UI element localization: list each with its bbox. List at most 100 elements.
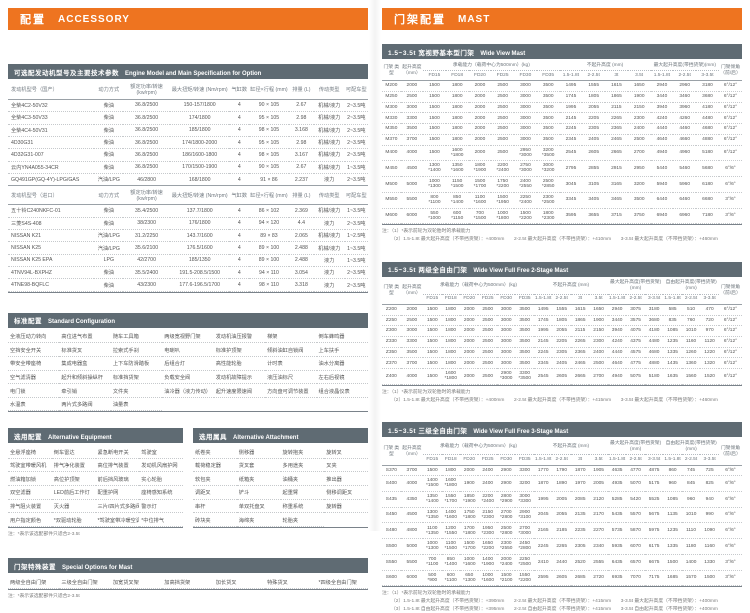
engine-cell: 2~3.5吨 xyxy=(344,111,368,125)
mast-cell: 1650 xyxy=(589,304,608,316)
alt-equipment-note: 注：*表示该选配部件只适合2-3.5t xyxy=(8,531,80,537)
mast-subcol-header: FD18 xyxy=(451,72,464,78)
engine-cell: 1~3.5吨 xyxy=(344,254,368,268)
mast-cell: 2345 xyxy=(533,357,553,370)
engine-cell: 3.167 xyxy=(288,148,314,162)
mast-cell: 2400 xyxy=(478,475,497,492)
mast-subcol-header: 3t xyxy=(578,456,583,462)
mast-cell: 2400 xyxy=(478,465,497,477)
engine-cell: 汽油/LPG xyxy=(94,229,124,243)
mast-cell: 1400 *1900 xyxy=(478,554,497,571)
standard-config-row: 空挡安全开关 标准货叉 拉索式手刹 电喇叭 标准护顶架 倾斜油缸自锁阀 上车扶手 xyxy=(8,342,368,357)
mast-cell: 1570 xyxy=(681,570,701,587)
mast-cell: 1745 xyxy=(559,91,583,103)
mast-cell: 1500 xyxy=(423,102,446,114)
alt-attachment-row: 载荷稳定器 货叉套 多用途夹 叉夹 xyxy=(193,458,368,473)
config-item: 座椅感知系统 xyxy=(139,485,183,500)
engine-cell: GQ491GP(GQ-4Y)-LPG/GAS xyxy=(8,173,95,187)
config-item: 油桶夹 xyxy=(280,471,325,487)
engine-cell: 机械/液力 xyxy=(313,99,345,113)
mast-cell: 5000 xyxy=(400,176,424,193)
mast-cell: 5570 xyxy=(626,507,645,524)
config-item: 货叉套 xyxy=(236,458,281,473)
mast-cell: 2055 xyxy=(552,507,571,524)
mast-cell: 1555 xyxy=(552,304,571,316)
mast-table-title: 1.5~3.5t 两级全自由门架 Wide View Full Free 2-St… xyxy=(382,261,742,279)
config-item: 上下车防滑踏板 xyxy=(110,356,163,371)
mast-cell: 1085 xyxy=(663,325,682,338)
engine-row: 全柴4C4-50V31 柴油 36.8/2500 185/1800 4 98 × 105 3… xyxy=(8,124,368,137)
engine-cell: 2.237 xyxy=(288,173,314,187)
mast-cell: 2150 xyxy=(627,102,651,114)
engine-cell: 4 xyxy=(229,111,250,125)
mast-subcol-header: 3.5t xyxy=(594,456,603,462)
mast-cell: 6°/6° xyxy=(718,475,742,492)
mast-cell: 6960 xyxy=(673,208,697,225)
config-item: 负载安全阀 xyxy=(162,370,214,385)
mast-col-header: 门架 类型 xyxy=(383,285,400,297)
mast-cell: 3075 xyxy=(626,304,645,316)
mast-cell: 3750 xyxy=(627,208,651,225)
engine-cell: 汽油/LPG xyxy=(94,173,124,187)
mast-note-line: 注：（1）*表示前轮为双轮胎时的承载能力 xyxy=(382,591,471,597)
mast-cell: 2500 xyxy=(589,357,608,370)
mast-cell: S450 xyxy=(382,507,401,524)
engine-row: 全柴4C2-50V32 柴油 36.8/2500 150-157/1800 4 90 × … xyxy=(8,99,368,113)
mast-cell: 720 xyxy=(700,315,719,327)
engine-col-header: 动力方式 xyxy=(94,81,124,100)
config-item: 两片式多路阀 xyxy=(59,397,111,412)
mast-col-header: 门架倾角 （前/后） xyxy=(720,445,741,457)
config-item: *中位排气 xyxy=(139,512,183,527)
engine-row: 云内YN4A055-34CR 柴油 36.8/2500 170/1500-1900 4 9… xyxy=(8,161,368,175)
mast-cell: 6°/12° xyxy=(718,80,742,93)
config-item: 发动机油压报警 xyxy=(213,329,266,344)
mast-cell: 1160 xyxy=(700,538,719,555)
mast-cell: 1500 xyxy=(423,112,446,125)
mast-cell: 3000 xyxy=(400,325,424,338)
engine-cell: 90 × 105 xyxy=(249,99,289,113)
mast-cell: 6680 xyxy=(696,192,719,209)
engine-col-header: 气缸数 xyxy=(229,81,250,100)
config-item: 上车扶手 xyxy=(316,342,368,357)
mast-cell: 1800 xyxy=(445,123,469,135)
mast-group-header: 承载能力（载荷中心为500mm）(kg) xyxy=(423,278,534,295)
mast-cell: 5680 xyxy=(696,160,719,178)
engine-cell: 4D32G31-007 xyxy=(8,148,95,162)
mast-note-line: （2）1.5-1.8t 最大起升高度（不带挡货架）：+400mm 2-2.5t … xyxy=(391,236,718,242)
mast-cell: 2700 xyxy=(589,368,608,385)
alt-attachment-row: 砖块夹 海绵夹 轮胎夹 xyxy=(193,512,368,527)
engine-cell: 机械/液力 xyxy=(313,124,345,137)
mast-cell: 1800 xyxy=(445,102,469,114)
mast-cell: 5940 xyxy=(650,176,674,193)
mast-cell: 4500 xyxy=(400,507,424,524)
mast-cell: 1495 xyxy=(533,304,553,316)
mast-group-header: 最大起升高度(带挡货架)(mm) xyxy=(607,439,664,456)
mast-cell: 6440 xyxy=(650,192,674,209)
engine-cell: 2.065 xyxy=(288,229,314,243)
mast-cell: 990 xyxy=(700,507,719,524)
mast-cell: 1000 *1800 xyxy=(491,208,515,225)
mast-cell: 3655 xyxy=(582,208,606,225)
config-item: 油量表 xyxy=(110,397,163,412)
standard-config-row: 电门锁 牵引销 文件夹 油冷器（液力传动） 起升速度限速阀 方向盘可调节装置 组合液晶仪表 xyxy=(8,383,368,398)
mast-subcol-header: 1.5-1.8t xyxy=(608,296,626,302)
engine-cell: 柴油 xyxy=(94,266,124,280)
mast-cell: 4660 xyxy=(673,134,697,146)
engine-row: NISSAN K25 汽油/LPG 35.6/2100 176.5/1600 4 89 ×… xyxy=(8,241,368,255)
engine-cell: 174/1800-2000 xyxy=(169,136,230,150)
standard-config-row: 水温表 两片式多路阀 油量表 xyxy=(8,397,368,412)
engine-cell: 2~3.5吨 xyxy=(344,173,368,187)
mast-header: 门架配置 MAST xyxy=(382,8,742,30)
mast-cell: 3715 xyxy=(605,208,628,225)
mast-cell: 6°/12° xyxy=(718,336,742,348)
engine-cell: 4 xyxy=(229,278,250,292)
mast-cell: 6°/6° xyxy=(718,465,742,477)
mast-tables-container: 1.5~3.5t 宽视野基本型门架 Wide View Mast 门架 类型 起升高度… xyxy=(382,44,742,613)
mast-cell: 1800 xyxy=(441,357,460,370)
mast-options-title: 门架特殊装置 Special Options for Mast xyxy=(8,558,368,576)
engine-cell: 35.5/2400 xyxy=(123,266,170,280)
mast-cell: 2500 xyxy=(478,357,497,370)
mast-cell: 2000 xyxy=(468,145,492,162)
mast-cell: Z300 xyxy=(382,325,401,338)
engine-cell: 1~2.5吨 xyxy=(344,229,368,243)
